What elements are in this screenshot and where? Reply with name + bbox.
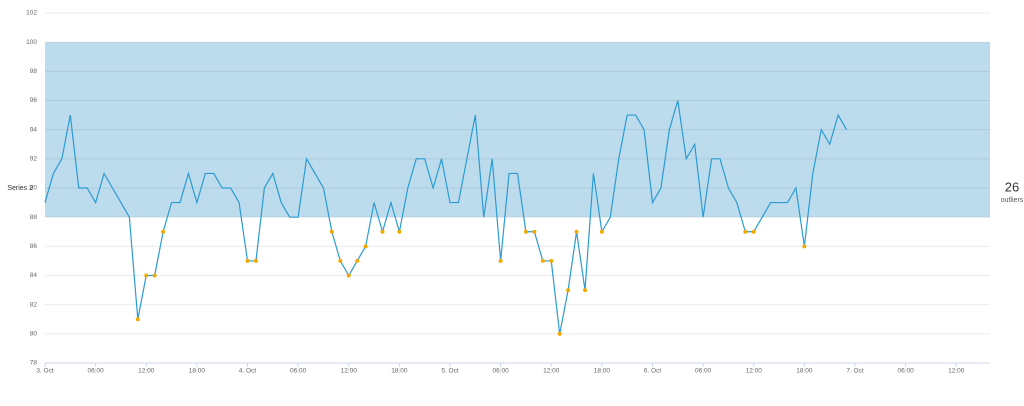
outlier-point <box>329 229 334 234</box>
outlier-point <box>751 229 756 234</box>
y-tick-label: 84 <box>30 272 38 279</box>
y-tick-label: 80 <box>30 331 38 338</box>
outlier-point <box>523 229 528 234</box>
x-tick-label: 3. Oct <box>36 368 54 375</box>
x-tick-label: 5. Oct <box>441 368 459 375</box>
outlier-point <box>245 258 250 263</box>
outlier-count: 26 <box>1005 179 1019 194</box>
outlier-point <box>743 229 748 234</box>
outlier-point <box>355 258 360 263</box>
outlier-point <box>152 273 157 278</box>
outlier-point <box>540 258 545 263</box>
y-tick-label: 94 <box>30 126 38 133</box>
x-tick-label: 18:00 <box>189 368 206 375</box>
outlier-point <box>557 331 562 336</box>
x-tick-label: 12:00 <box>948 368 965 375</box>
x-tick-label: 12:00 <box>746 368 763 375</box>
outlier-point <box>574 229 579 234</box>
x-tick-label: 4. Oct <box>239 368 257 375</box>
y-tick-label: 78 <box>30 360 38 367</box>
x-tick-label: 06:00 <box>897 368 914 375</box>
outlier-point <box>397 229 402 234</box>
outlier-point <box>346 273 351 278</box>
outlier-point <box>599 229 604 234</box>
outlier-point <box>498 258 503 263</box>
series-label: Series 2 <box>7 185 33 192</box>
outlier-point <box>338 258 343 263</box>
x-tick-label: 12:00 <box>543 368 560 375</box>
outlier-point <box>549 258 554 263</box>
threshold-band <box>45 42 990 218</box>
outlier-point <box>144 273 149 278</box>
outlier-point <box>532 229 537 234</box>
x-tick-label: 18:00 <box>796 368 813 375</box>
outlier-point <box>253 258 258 263</box>
y-tick-label: 88 <box>30 214 38 221</box>
x-tick-label: 12:00 <box>138 368 155 375</box>
y-tick-label: 98 <box>30 68 38 75</box>
x-tick-label: 06:00 <box>695 368 712 375</box>
y-tick-label: 86 <box>30 243 38 250</box>
y-tick-label: 102 <box>26 10 37 17</box>
x-tick-label: 6. Oct <box>644 368 662 375</box>
outlier-point <box>380 229 385 234</box>
x-tick-label: 18:00 <box>391 368 408 375</box>
y-tick-label: 96 <box>30 97 38 104</box>
outlier-point <box>583 288 587 293</box>
outlier-point <box>566 288 571 293</box>
x-tick-label: 06:00 <box>492 368 509 375</box>
y-tick-label: 82 <box>30 301 38 308</box>
x-tick-label: 7. Oct <box>846 368 864 375</box>
y-tick-label: 100 <box>26 39 37 46</box>
y-tick-label: 90 <box>30 185 38 192</box>
x-tick-label: 12:00 <box>341 368 358 375</box>
outlier-label: outliers <box>1001 197 1024 204</box>
x-tick-label: 06:00 <box>87 368 104 375</box>
series-line <box>44 100 848 334</box>
x-tick-label: 06:00 <box>290 368 307 375</box>
outlier-point <box>135 317 140 322</box>
x-tick-label: 18:00 <box>594 368 611 375</box>
outlier-point <box>161 229 166 234</box>
y-tick-label: 92 <box>30 156 38 163</box>
outlier-point <box>363 244 368 249</box>
outlier-point <box>802 244 807 249</box>
